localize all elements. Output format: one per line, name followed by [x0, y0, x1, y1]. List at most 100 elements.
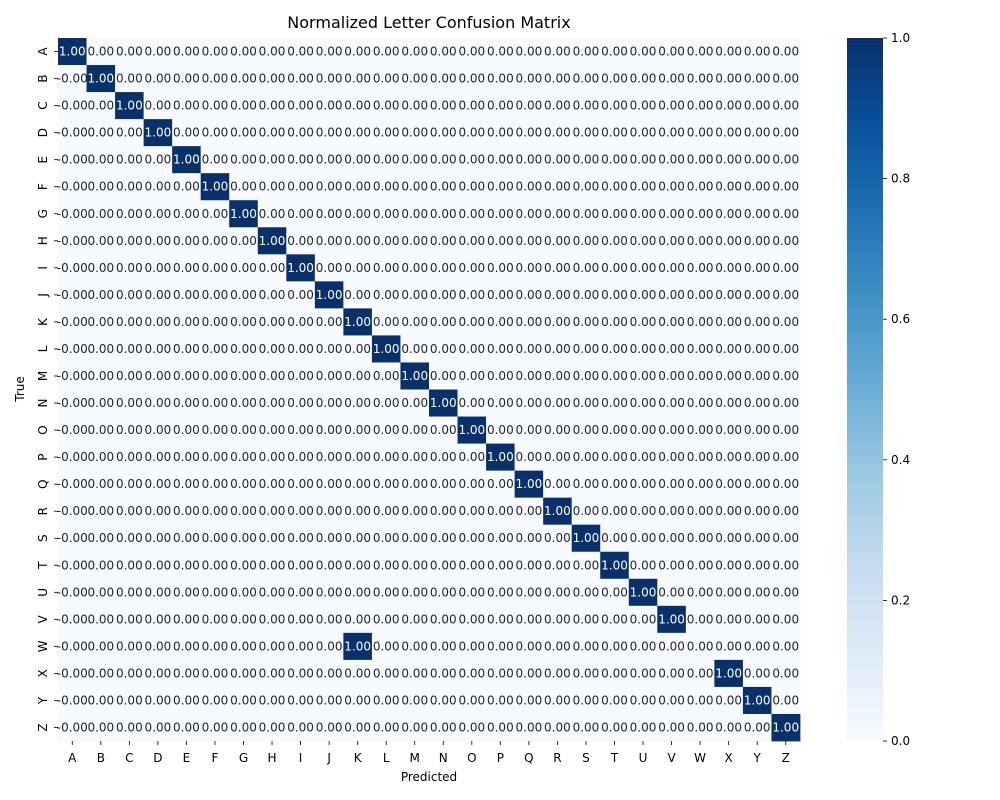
cell-value-label: 0.00 [630, 666, 657, 680]
heatmap-cell [514, 578, 544, 607]
cell-value-label: 0.00 [373, 612, 400, 626]
cell-value-label: 0.00 [202, 450, 229, 464]
cell-value-label: 0.00 [487, 342, 514, 356]
heatmap-cell [86, 470, 116, 499]
cell-value-label: 0.00 [87, 126, 114, 140]
heatmap-cell [86, 92, 116, 120]
heatmap-cell [314, 470, 344, 499]
cell-value-label: 1.00 [401, 369, 428, 383]
cell-value-label: 0.00 [630, 45, 657, 59]
heatmap-cell [657, 686, 687, 715]
heatmap-cell [543, 551, 573, 580]
cell-value-label: 0.00 [373, 234, 400, 248]
cell-value-label: 0.00 [772, 126, 799, 140]
heatmap-cell [742, 335, 772, 363]
heatmap-cell [657, 389, 687, 417]
cell-value-label: 0.00 [230, 45, 257, 59]
heatmap-cell [657, 254, 687, 282]
heatmap-cell [771, 605, 801, 634]
heatmap-cell [200, 200, 230, 228]
heatmap-cell [429, 119, 458, 147]
cell-value-label: 0.00 [744, 180, 771, 194]
heatmap-cell [628, 281, 658, 309]
cell-value-label: 0.00 [202, 234, 229, 248]
cell-value-label: 0.00 [173, 369, 200, 383]
heatmap-cell [628, 65, 658, 93]
heatmap-cell [429, 470, 458, 499]
cell-value-label: 0.00 [601, 639, 628, 653]
heatmap-cell [115, 254, 145, 282]
colorbar-tick-label: 0.2 [891, 593, 910, 607]
cell-value-label: 0.00 [173, 558, 200, 572]
cell-value-label: 1.00 [458, 423, 485, 437]
heatmap-cell [514, 119, 544, 147]
heatmap-cell [742, 578, 772, 607]
heatmap-cell [400, 470, 430, 499]
cell-value-label: 0.00 [772, 72, 799, 86]
cell-value-label: 0.00 [401, 153, 428, 167]
cell-value-label: 0.00 [430, 153, 457, 167]
cell-value-label: 0.00 [601, 45, 628, 59]
heatmap-cell [714, 686, 744, 715]
cell-value-label: 0.00 [458, 558, 485, 572]
cell-value-label: 0.00 [173, 423, 200, 437]
cell-value-label: 0.00 [458, 153, 485, 167]
cell-value-label: 0.00 [687, 261, 714, 275]
cell-value-label: 0.00 [630, 342, 657, 356]
cell-value-label: 0.00 [401, 234, 428, 248]
cell-value-label: 1.00 [287, 261, 314, 275]
heatmap-cell [742, 713, 772, 742]
heatmap-cell [229, 632, 259, 661]
cell-value-label: 0.00 [516, 207, 543, 221]
cell-value-label: 0.00 [287, 720, 314, 734]
heatmap-cell [257, 713, 287, 742]
heatmap-cell [400, 605, 430, 634]
heatmap-cell [657, 281, 687, 309]
x-tick-label: S [582, 751, 590, 765]
cell-value-label: 0.00 [772, 234, 799, 248]
heatmap-cell [514, 497, 544, 526]
cell-value-label: 0.00 [401, 45, 428, 59]
cell-value-label: 0.00 [516, 450, 543, 464]
heatmap-cell [143, 686, 173, 715]
cell-value-label: 0.00 [401, 585, 428, 599]
cell-value-label: 0.00 [316, 693, 343, 707]
heatmap-cell [257, 524, 287, 553]
cell-value-label: 0.00 [458, 99, 485, 113]
heatmap-cell [457, 389, 487, 417]
cell-value-label: 0.00 [458, 180, 485, 194]
cell-value-label: 0.00 [87, 504, 114, 518]
heatmap-cell [742, 173, 772, 201]
cell-value-label: 0.00 [658, 45, 685, 59]
heatmap-cell [457, 254, 487, 282]
cell-value-label: 0.00 [630, 72, 657, 86]
heatmap-cell [58, 227, 87, 255]
cell-value-label: 0.00 [230, 612, 257, 626]
heatmap-cell [657, 605, 687, 634]
heatmap-cell [543, 65, 573, 93]
cell-value-label: 0.00 [687, 450, 714, 464]
heatmap-cell [143, 659, 173, 688]
cell-value-label: 0.00 [487, 666, 514, 680]
cell-value-label: 0.00 [87, 288, 114, 302]
heatmap-cell [229, 92, 259, 120]
cell-value-label: 0.00 [487, 180, 514, 194]
heatmap-cell [86, 119, 116, 147]
cell-value-label: 0.00 [544, 558, 571, 572]
cell-value-label: 0.00 [202, 423, 229, 437]
cell-value-label: 0.00 [430, 234, 457, 248]
cell-value-label: 0.00 [316, 234, 343, 248]
cell-value-label: 0.00 [658, 720, 685, 734]
heatmap-cell [742, 227, 772, 255]
heatmap-cell [343, 497, 373, 526]
cell-value-label: 0.00 [173, 477, 200, 491]
heatmap-cell [143, 92, 173, 120]
heatmap-cell [486, 146, 516, 174]
cell-value-label: 0.00 [344, 666, 371, 680]
heatmap-cell [286, 362, 316, 390]
cell-value-label: 0.00 [430, 423, 457, 437]
heatmap-cell [172, 227, 202, 255]
heatmap-cell [286, 200, 316, 228]
cell-value-label: 0.00 [458, 504, 485, 518]
cell-value-label: 0.00 [344, 45, 371, 59]
